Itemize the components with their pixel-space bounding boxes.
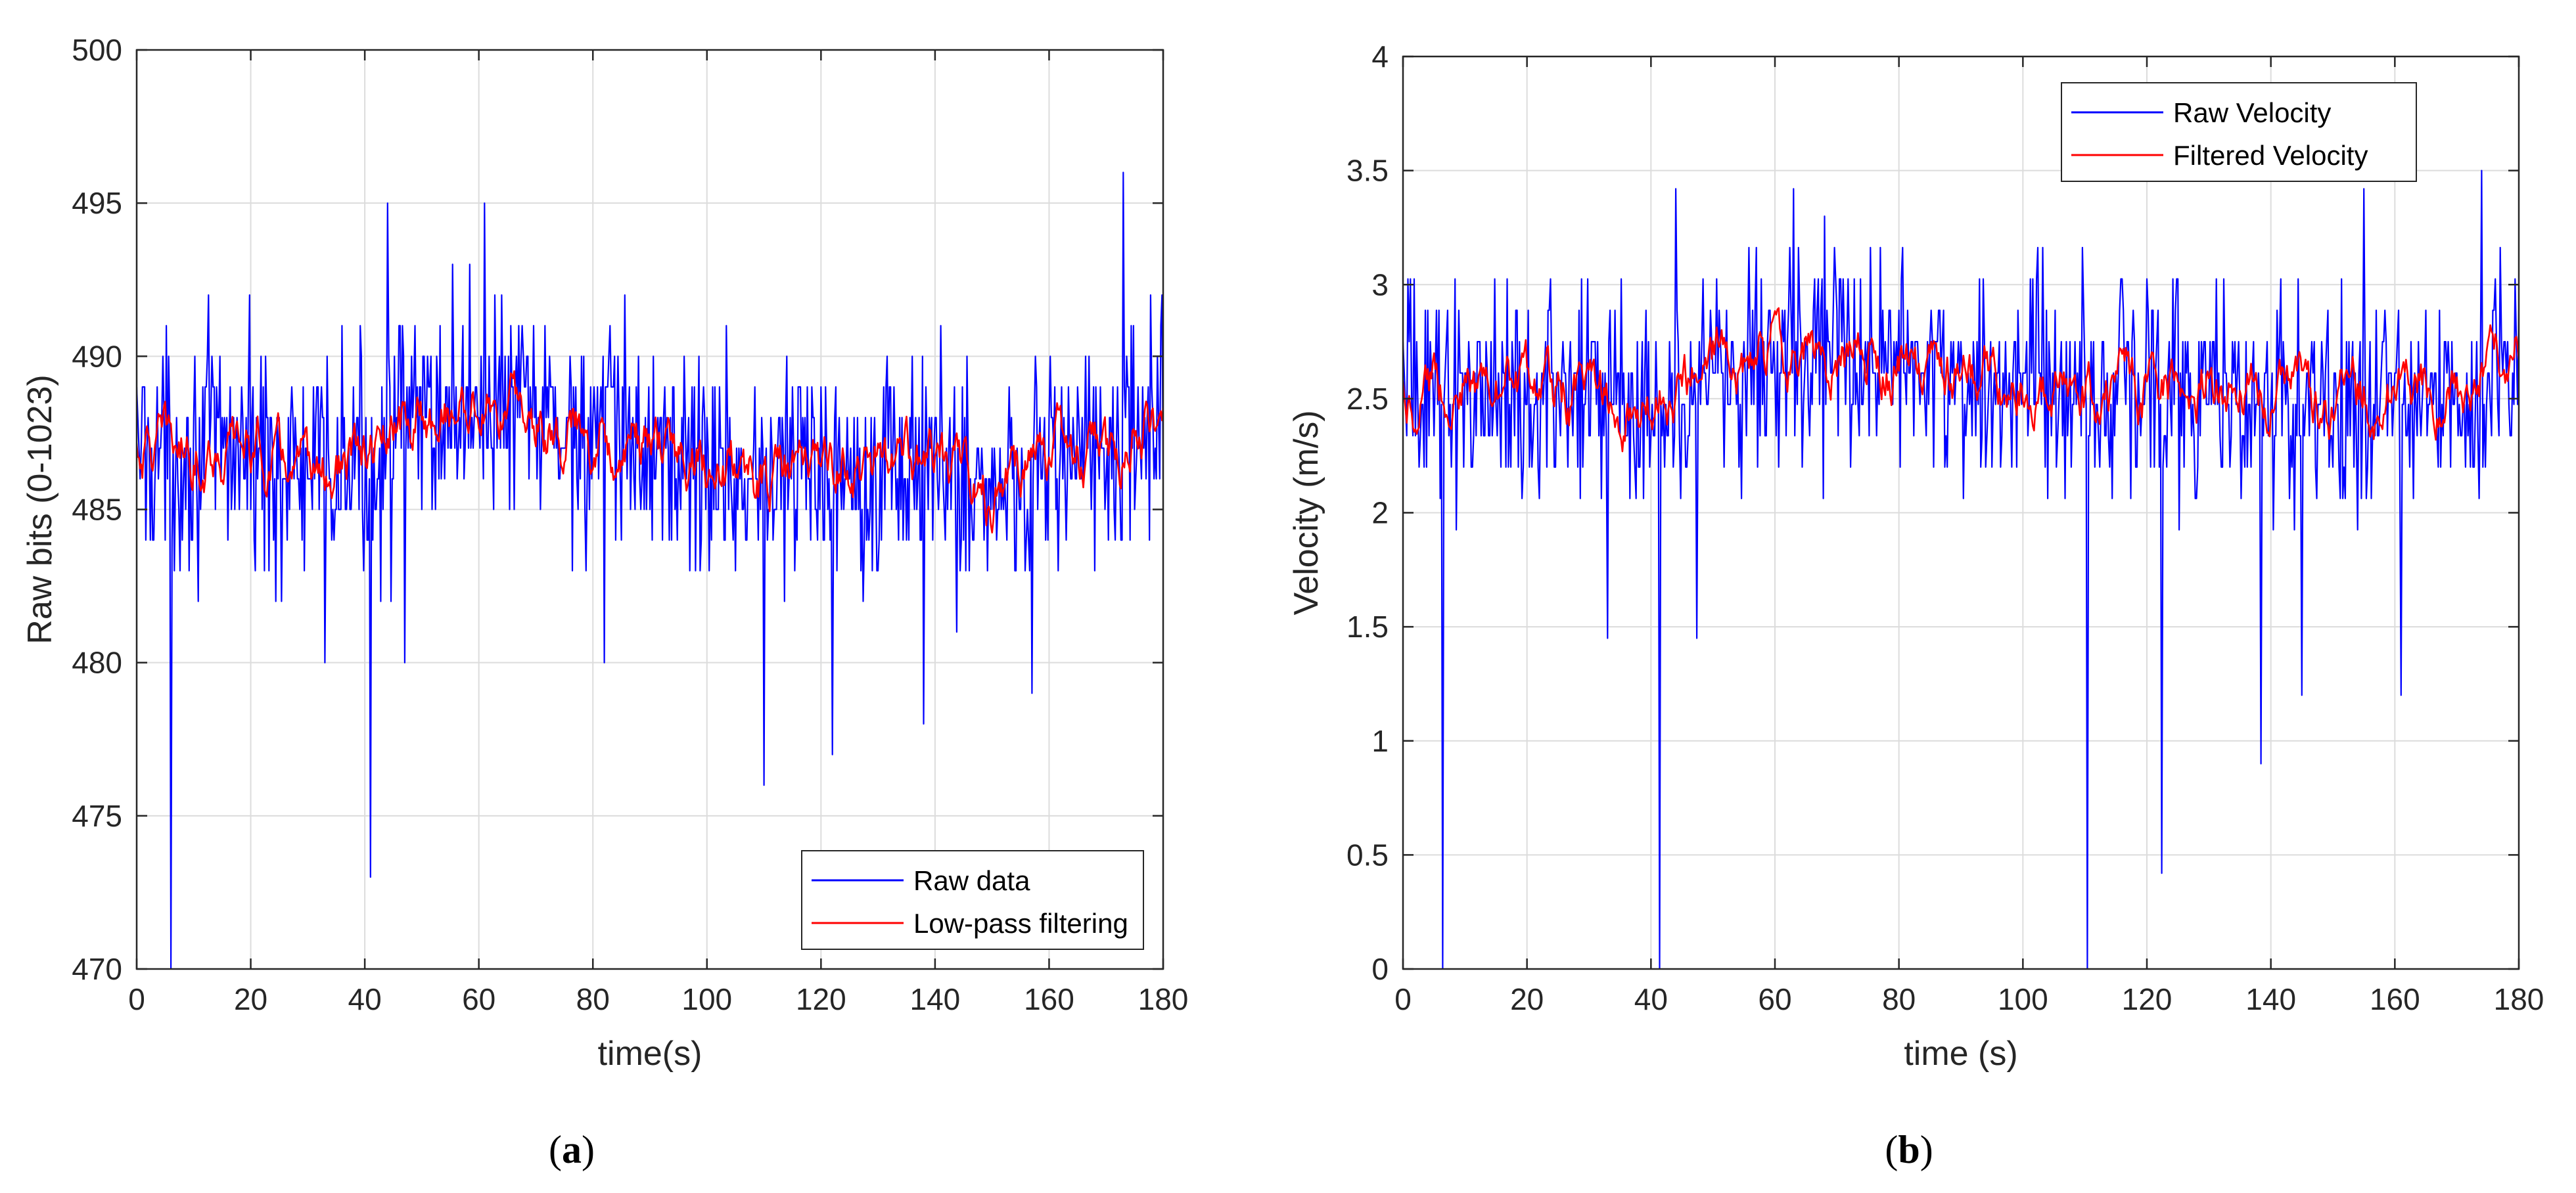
y-tick-label: 490 (72, 339, 122, 373)
chart-a-legend-filtered: Low-pass filtering (913, 908, 1128, 939)
x-tick-label: 100 (681, 982, 732, 1016)
x-tick-label: 120 (796, 982, 846, 1016)
x-tick-label: 80 (1882, 982, 1916, 1016)
chart-a: 0 20 40 60 80 100 120 140 160 180 470 475 480 485 490… (21, 33, 1188, 1171)
y-tick-label: 1.5 (1346, 610, 1389, 644)
y-tick-label: 500 (72, 33, 122, 67)
chart-b-legend-filtered: Filtered Velocity (2173, 140, 2368, 171)
chart-a-y-ticks: 470 475 480 485 490 495 500 (72, 33, 1163, 986)
y-tick-label: 3.5 (1346, 154, 1389, 188)
y-tick-label: 3 (1371, 267, 1389, 302)
chart-a-caption: (a) (549, 1128, 595, 1171)
x-tick-label: 60 (462, 982, 495, 1016)
chart-b-series (1403, 169, 2519, 969)
raw-series-line (137, 171, 1163, 969)
x-tick-label: 180 (2494, 982, 2544, 1016)
x-tick-label: 140 (2245, 982, 2296, 1016)
chart-a-caption-letter: a (562, 1128, 582, 1171)
y-tick-label: 485 (72, 493, 122, 527)
y-tick-label: 0.5 (1346, 838, 1389, 872)
chart-b-legend-box (2061, 82, 2417, 182)
filtered-series-line (137, 370, 1163, 534)
chart-a-caption-open: ( (549, 1128, 562, 1171)
x-tick-label: 100 (1998, 982, 2048, 1016)
chart-b-caption-letter: b (1898, 1128, 1920, 1171)
x-tick-label: 40 (1634, 982, 1668, 1016)
y-tick-label: 470 (72, 952, 122, 986)
chart-a-legend-box (801, 850, 1144, 950)
raw-series-line (1403, 169, 2519, 969)
chart-a-x-label: time(s) (598, 1035, 702, 1073)
chart-b-x-ticks: 0 20 40 60 80 100 120 140 160 180 (1394, 56, 2544, 1016)
chart-a-caption-close: ) (582, 1128, 595, 1171)
y-tick-label: 475 (72, 799, 122, 833)
chart-b-caption-close: ) (1920, 1128, 1933, 1171)
chart-b-grid (1402, 56, 2519, 970)
chart-b-caption: (b) (1885, 1128, 1933, 1171)
y-tick-label: 1 (1371, 724, 1389, 758)
chart-b-legend-raw: Raw Velocity (2173, 97, 2331, 128)
x-tick-label: 0 (1394, 982, 1412, 1016)
chart-a-legend: Raw data Low-pass filtering (801, 850, 1144, 950)
y-tick-label: 4 (1371, 39, 1389, 74)
y-tick-label: 2 (1371, 496, 1389, 530)
chart-b-y-ticks: 0 0.5 1 1.5 2 2.5 3 3.5 4 (1346, 39, 2519, 986)
x-tick-label: 20 (234, 982, 267, 1016)
chart-b-x-label: time (s) (1904, 1035, 2017, 1073)
y-tick-label: 495 (72, 186, 122, 220)
x-tick-label: 20 (1510, 982, 1544, 1016)
y-tick-label: 2.5 (1346, 382, 1389, 416)
chart-b-y-label: Velocity (m/s) (1287, 410, 1325, 615)
x-tick-label: 80 (576, 982, 610, 1016)
chart-b-legend: Raw Velocity Filtered Velocity (2061, 82, 2417, 182)
x-tick-label: 180 (1138, 982, 1189, 1016)
x-tick-label: 0 (128, 982, 145, 1016)
x-tick-label: 160 (2370, 982, 2420, 1016)
y-tick-label: 480 (72, 646, 122, 680)
x-tick-label: 120 (2122, 982, 2173, 1016)
x-tick-label: 60 (1758, 982, 1791, 1016)
chart-a-y-label: Raw bits (0-1023) (21, 374, 59, 644)
chart-a-legend-raw: Raw data (913, 865, 1030, 896)
chart-b-caption-open: ( (1885, 1128, 1898, 1171)
y-tick-label: 0 (1371, 952, 1389, 986)
filtered-series-line (1403, 307, 2519, 453)
x-tick-label: 160 (1024, 982, 1074, 1016)
x-tick-label: 40 (348, 982, 382, 1016)
chart-a-x-ticks: 0 20 40 60 80 100 120 140 160 180 (128, 50, 1188, 1016)
chart-b: 0 20 40 60 80 100 120 140 160 180 0 0.5 1 1.5 2 2.5 3 3.… (1287, 39, 2544, 1171)
chart-a-series (137, 171, 1163, 969)
x-tick-label: 140 (910, 982, 961, 1016)
